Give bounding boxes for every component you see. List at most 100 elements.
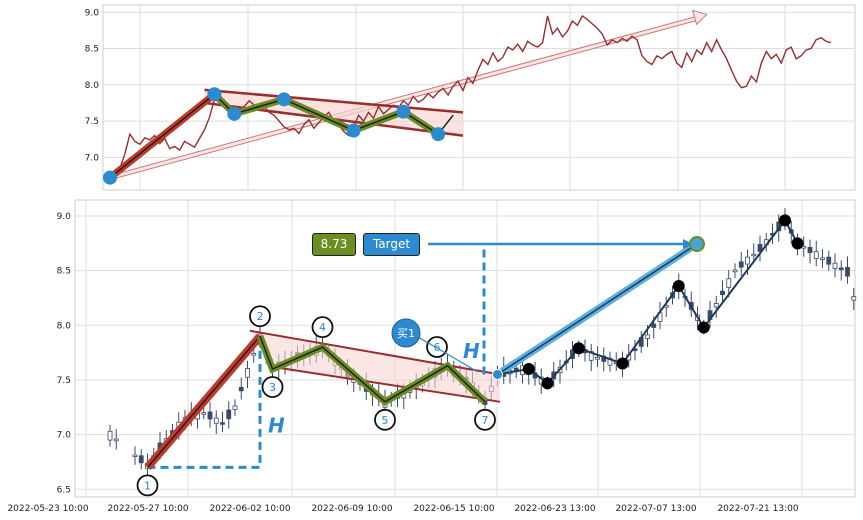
top-pattern-point xyxy=(431,127,446,142)
candle-body xyxy=(201,412,207,415)
top-y-tick-label: 9.0 xyxy=(85,8,100,18)
candle-body xyxy=(745,256,750,265)
post-breakout-point xyxy=(522,363,535,376)
pattern-point-label: 7 xyxy=(482,414,489,427)
height-label-right: H xyxy=(463,339,480,363)
candle-body xyxy=(851,296,857,301)
candle-body xyxy=(595,357,600,360)
candle-body xyxy=(245,368,250,378)
candle-body xyxy=(113,438,119,442)
bottom-panel: 9.0 8.5 8.0 7.5 7.0 6.5 2022-05-23 10:00 2022-0… xyxy=(7,199,857,514)
candle-body xyxy=(820,257,825,260)
candle-body xyxy=(838,267,844,271)
target-point xyxy=(689,236,705,252)
candle-body xyxy=(813,251,819,260)
candle-body xyxy=(645,334,650,339)
bottom-impulse-leg-core xyxy=(146,335,261,468)
target-label: Target xyxy=(363,233,420,256)
candle-body xyxy=(807,246,813,253)
pattern-point-marker xyxy=(374,408,396,431)
top-target-arrow-head xyxy=(691,9,708,26)
post-breakout-point xyxy=(697,321,710,334)
post-breakout-point xyxy=(791,237,804,250)
buy-marker xyxy=(391,318,421,348)
pattern-point-label: 1 xyxy=(144,479,151,492)
candle-body xyxy=(726,278,732,288)
candle-body xyxy=(238,386,244,392)
bottom-plot-area xyxy=(74,199,856,498)
top-channel-upper xyxy=(204,88,464,114)
bottom-flag-leg-core xyxy=(259,335,486,403)
top-panel: 9.0 8.5 8.0 7.5 7.0 xyxy=(85,4,856,191)
top-pattern-point xyxy=(396,104,411,119)
target-value-label: 8.73 xyxy=(312,233,356,256)
top-pattern-point xyxy=(103,170,117,185)
pattern-point-label: 5 xyxy=(382,414,389,427)
candle-body xyxy=(713,303,719,308)
bottom-target-leg-core xyxy=(497,243,698,376)
bottom-channel-lower xyxy=(272,365,501,403)
bottom-channel-upper xyxy=(249,329,501,376)
x-tick-label: 2022-06-15 10:00 xyxy=(413,504,494,514)
bottom-y-tick-label: 7.0 xyxy=(57,431,72,441)
pattern-point-marker xyxy=(261,376,284,398)
bottom-y-tick-label: 8.0 xyxy=(57,321,72,331)
top-impulse-leg-core xyxy=(109,93,215,179)
x-tick-label: 2022-05-23 10:00 xyxy=(7,504,88,514)
buy-marker-pointer xyxy=(417,336,479,373)
bottom-height-measure-left xyxy=(147,336,262,469)
pattern-point-marker xyxy=(311,316,334,339)
top-pattern-point xyxy=(277,92,292,107)
candle-body xyxy=(732,269,738,273)
pattern-point-marker xyxy=(474,408,496,431)
candle-body xyxy=(213,417,219,424)
post-breakout-point xyxy=(616,357,629,370)
top-target-arrow-shaft xyxy=(109,16,698,180)
x-tick-label: 2022-07-07 13:00 xyxy=(615,504,696,514)
candle-body xyxy=(207,411,213,420)
pattern-point-marker xyxy=(136,474,159,497)
candle-body xyxy=(751,253,757,257)
pattern-point-label: 4 xyxy=(319,321,326,334)
post-breakout-point xyxy=(541,377,554,390)
top-pattern-point xyxy=(227,106,242,121)
post-breakout-point xyxy=(672,279,685,292)
candle-body xyxy=(845,266,850,277)
pattern-point-marker xyxy=(426,336,448,358)
candle-body xyxy=(757,244,763,252)
breakout-point xyxy=(492,368,503,380)
x-tick-label: 2022-06-23 13:00 xyxy=(514,504,595,514)
bottom-y-tick-label: 7.5 xyxy=(57,376,71,386)
pattern-point-marker xyxy=(249,305,271,328)
x-tick-label: 2022-07-21 13:00 xyxy=(717,504,798,514)
candle-body xyxy=(832,262,838,269)
candle-body xyxy=(132,454,138,457)
top-y-tick-label: 8.0 xyxy=(85,81,100,91)
bottom-y-tick-label: 6.5 xyxy=(57,485,71,495)
height-label-left: H xyxy=(268,413,285,437)
candle-body xyxy=(138,455,144,464)
top-pattern-point xyxy=(346,123,361,138)
top-y-tick-label: 7.5 xyxy=(85,117,99,127)
candle-body xyxy=(720,290,725,296)
candle-body xyxy=(226,409,232,420)
buy-marker-label: 买1 xyxy=(397,327,415,340)
pattern-point-label: 3 xyxy=(269,381,276,394)
x-tick-label: 2022-06-02 10:00 xyxy=(209,504,290,514)
candle-body xyxy=(738,261,744,268)
candle-body xyxy=(220,422,225,425)
top-pattern-point xyxy=(207,87,222,102)
pattern-point-label: 2 xyxy=(257,310,264,323)
candle-body xyxy=(232,405,238,410)
target-arrow-head xyxy=(683,239,693,249)
top-y-tick-label: 8.5 xyxy=(85,45,99,55)
candle-body xyxy=(251,352,257,356)
post-breakout-point xyxy=(779,214,791,227)
candle-body xyxy=(826,256,832,265)
top-y-tick-label: 7.0 xyxy=(85,153,100,163)
candle-body xyxy=(588,351,594,361)
post-breakout-point xyxy=(572,342,585,355)
x-tick-label: 2022-05-27 10:00 xyxy=(107,504,188,514)
